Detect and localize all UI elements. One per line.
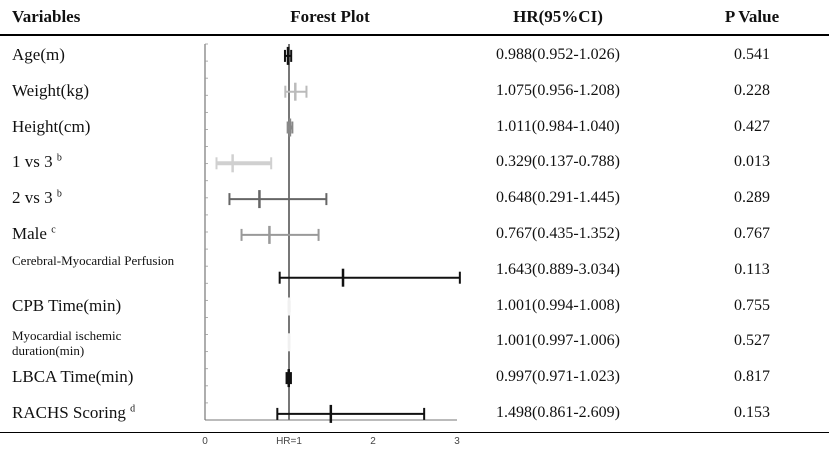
footnote-marker: d [130, 403, 136, 415]
p-value: 0.427 [734, 117, 770, 135]
variable-text: Weight(kg) [12, 80, 89, 100]
p-value: 0.113 [734, 260, 770, 278]
hr-ci-value: 0.767(0.435-1.352) [496, 224, 620, 242]
hr-ci-value: 1.001(0.997-1.006) [496, 332, 620, 350]
variable-text: CPB Time(min) [12, 295, 122, 315]
variable-label: LBCA Time(min) [12, 367, 133, 387]
header-variables: Variables [12, 7, 81, 26]
header-hr: HR(95%CI) [513, 7, 603, 26]
x-tick-label: 2 [370, 436, 376, 447]
footnote-marker: b [56, 152, 62, 164]
footnote-marker: c [51, 224, 56, 236]
variable-text: 1 vs 3 [12, 152, 53, 172]
variable-label: Age(m) [12, 45, 65, 65]
variable-label: Cerebral-Myocardial Perfusion [12, 253, 174, 269]
variable-text-line2: duration(min) [12, 343, 85, 359]
hr-ci-value: 1.498(0.861-2.609) [496, 403, 620, 421]
variable-label: Male c [12, 224, 56, 244]
variable-text: Cerebral-Myocardial Perfusion [12, 252, 175, 268]
hr-ci-value: 1.011(0.984-1.040) [496, 117, 620, 135]
variable-label: 2 vs 3 b [12, 188, 62, 208]
variable-label: RACHS Scoring d [12, 403, 135, 423]
x-tick-label: HR=1 [276, 436, 302, 447]
variable-label: 1 vs 3 b [12, 152, 62, 172]
p-value: 0.013 [734, 153, 770, 171]
hr-ci-value: 1.075(0.956-1.208) [496, 81, 620, 99]
variable-text: LBCA Time(min) [12, 367, 134, 387]
hr-ci-value: 0.648(0.291-1.445) [496, 189, 620, 207]
variable-text: Height(cm) [12, 116, 91, 136]
x-tick-label: 3 [454, 436, 460, 447]
header-rule [0, 34, 829, 36]
variable-label: Myocardial ischemic duration(min) [12, 328, 121, 358]
header-forest-plot: Forest Plot [290, 7, 370, 26]
footnote-marker: b [56, 188, 62, 200]
header-pvalue: P Value [724, 7, 780, 26]
variable-label: CPB Time(min) [12, 296, 121, 316]
hr-ci-value: 0.329(0.137-0.788) [496, 153, 620, 171]
hr-ci-value: 1.001(0.994-1.008) [496, 296, 620, 314]
variable-label: Height(cm) [12, 117, 90, 137]
variable-text: Age(m) [12, 44, 65, 64]
p-value: 0.767 [734, 224, 770, 242]
variable-label: Weight(kg) [12, 81, 89, 101]
bottom-rule [0, 432, 829, 433]
hr-ci-value: 0.997(0.971-1.023) [496, 368, 620, 386]
p-value: 0.153 [734, 403, 770, 421]
variable-text: Male [12, 223, 47, 243]
p-value: 0.755 [734, 296, 770, 314]
p-value: 0.817 [734, 368, 770, 386]
p-value: 0.541 [734, 45, 770, 63]
p-value: 0.289 [734, 189, 770, 207]
hr-ci-value: 1.643(0.889-3.034) [496, 260, 620, 278]
hr-ci-value: 0.988(0.952-1.026) [496, 45, 620, 63]
x-tick-label: 0 [202, 436, 208, 447]
p-value: 0.527 [734, 332, 770, 350]
variable-text: 2 vs 3 [12, 188, 53, 208]
variable-text: RACHS Scoring [12, 402, 126, 422]
p-value: 0.228 [734, 81, 770, 99]
variable-text: Myocardial ischemic [12, 328, 122, 344]
